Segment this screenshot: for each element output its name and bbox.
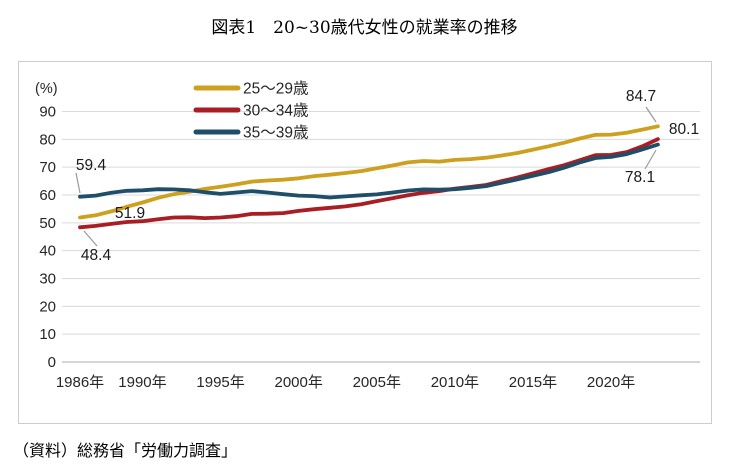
series-line-25～29歳 (78, 124, 660, 220)
annotation-value-84.7: 84.7 (626, 88, 656, 105)
chart-title: 図表1 20~30歳代女性の就業率の推移 (211, 18, 518, 38)
y-axis-label: 80 (39, 131, 56, 148)
x-axis-label: 2005年 (353, 374, 401, 391)
annotation-value-78.1: 78.1 (625, 169, 655, 186)
x-axis-label: 2010年 (431, 374, 479, 391)
y-axis-label: 50 (39, 215, 56, 232)
legend-label-25～29歳: 25～29歳 (243, 80, 308, 98)
y-axis-label: 70 (39, 159, 56, 176)
y-axis-label: 90 (39, 104, 56, 121)
x-axis-label: 1995年 (196, 374, 244, 391)
y-axis-label: 30 (39, 271, 56, 288)
source-note: （資料）総務省「労働力調査」 (13, 443, 238, 460)
y-axis-label: 60 (39, 187, 56, 204)
annotation-leader-84.7 (645, 106, 657, 123)
legend-label-30～34歳: 30～34歳 (243, 102, 308, 120)
chart-frame (18, 61, 712, 424)
annotation-leader-48.4 (83, 230, 98, 247)
annotation-value-48.4: 48.4 (81, 247, 112, 264)
annotation-value-80.1: 80.1 (669, 121, 699, 138)
y-axis-label: 10 (39, 326, 56, 343)
x-axis-label: 1986年 (56, 374, 104, 391)
annotation-leader-78.1 (644, 149, 657, 170)
y-axis-label: 20 (39, 298, 56, 315)
y-axis-label: 0 (48, 354, 56, 371)
x-axis-label: 2000年 (274, 374, 322, 391)
x-axis-label: 2015年 (509, 374, 557, 391)
series-line-35～39歳 (78, 142, 660, 200)
y-axis-label: 40 (39, 243, 56, 260)
annotation-value-51.9: 51.9 (115, 205, 145, 222)
x-axis-label: 2020年 (587, 374, 635, 391)
x-axis-label: 1990年 (118, 374, 166, 391)
y-axis-unit-label: (%) (35, 81, 58, 97)
annotation-leader-59.4 (75, 172, 81, 194)
annotation-value-59.4: 59.4 (76, 157, 107, 174)
legend-label-35～39歳: 35～39歳 (243, 124, 308, 142)
series-line-30～34歳 (78, 137, 660, 230)
